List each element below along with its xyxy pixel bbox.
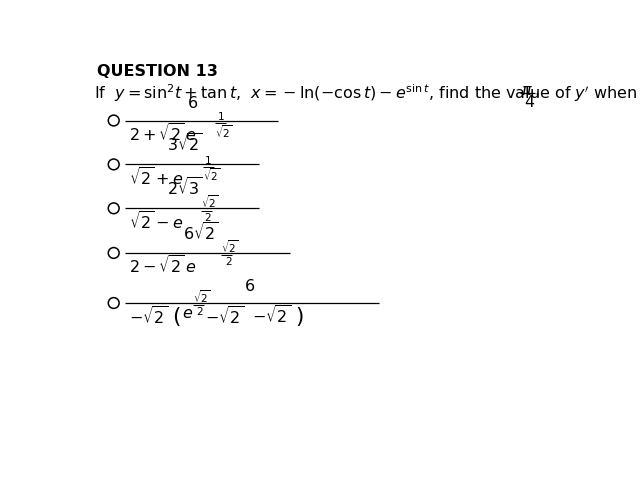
Text: $\sqrt{2}$: $\sqrt{2}$: [221, 238, 239, 254]
Text: $4$: $4$: [525, 94, 536, 109]
Text: $)$: $)$: [295, 304, 303, 327]
Text: $($: $($: [172, 304, 181, 327]
Text: $\sqrt{2}$: $\sqrt{2}$: [215, 123, 233, 139]
Text: $2$: $2$: [224, 255, 232, 267]
Text: $-\sqrt{2}$: $-\sqrt{2}$: [129, 306, 168, 328]
Text: $2$: $2$: [196, 305, 203, 317]
Text: $\sqrt{2}-e$: $\sqrt{2}-e$: [129, 211, 184, 233]
Text: $6\sqrt{2}$: $6\sqrt{2}$: [183, 221, 219, 244]
Text: $\sqrt{2}$: $\sqrt{2}$: [193, 288, 210, 304]
Text: $6$: $6$: [244, 278, 255, 294]
Text: $2\sqrt{3}$: $2\sqrt{3}$: [167, 177, 203, 199]
Text: .: .: [534, 83, 539, 98]
Text: $2$: $2$: [204, 211, 212, 222]
Text: $\sqrt{2}+e$: $\sqrt{2}+e$: [129, 167, 184, 189]
Text: $2-\sqrt{2}\,e$: $2-\sqrt{2}\,e$: [129, 255, 197, 277]
Text: $\sqrt{2}$: $\sqrt{2}$: [203, 167, 221, 184]
Text: $\sqrt{2}$: $\sqrt{2}$: [201, 193, 219, 210]
Text: $1$: $1$: [204, 154, 212, 166]
Text: $-\sqrt{2}$: $-\sqrt{2}$: [205, 306, 244, 328]
Text: $e$: $e$: [182, 306, 193, 321]
Text: $2+\sqrt{2}\,e$: $2+\sqrt{2}\,e$: [129, 123, 197, 145]
Text: $\pi$: $\pi$: [521, 83, 532, 98]
Text: $1$: $1$: [217, 110, 224, 122]
Text: QUESTION 13: QUESTION 13: [98, 64, 219, 80]
Text: If  $y=\sin^2\!t+\tan t$,  $x=-\ln(-\cos t)-e^{\sin t}$, find the value of $y'$ : If $y=\sin^2\!t+\tan t$, $x=-\ln(-\cos t…: [95, 83, 643, 105]
Text: $-\sqrt{2}$: $-\sqrt{2}$: [253, 304, 291, 327]
Text: $3\sqrt{2}$: $3\sqrt{2}$: [167, 133, 203, 155]
Text: $6$: $6$: [187, 95, 198, 111]
